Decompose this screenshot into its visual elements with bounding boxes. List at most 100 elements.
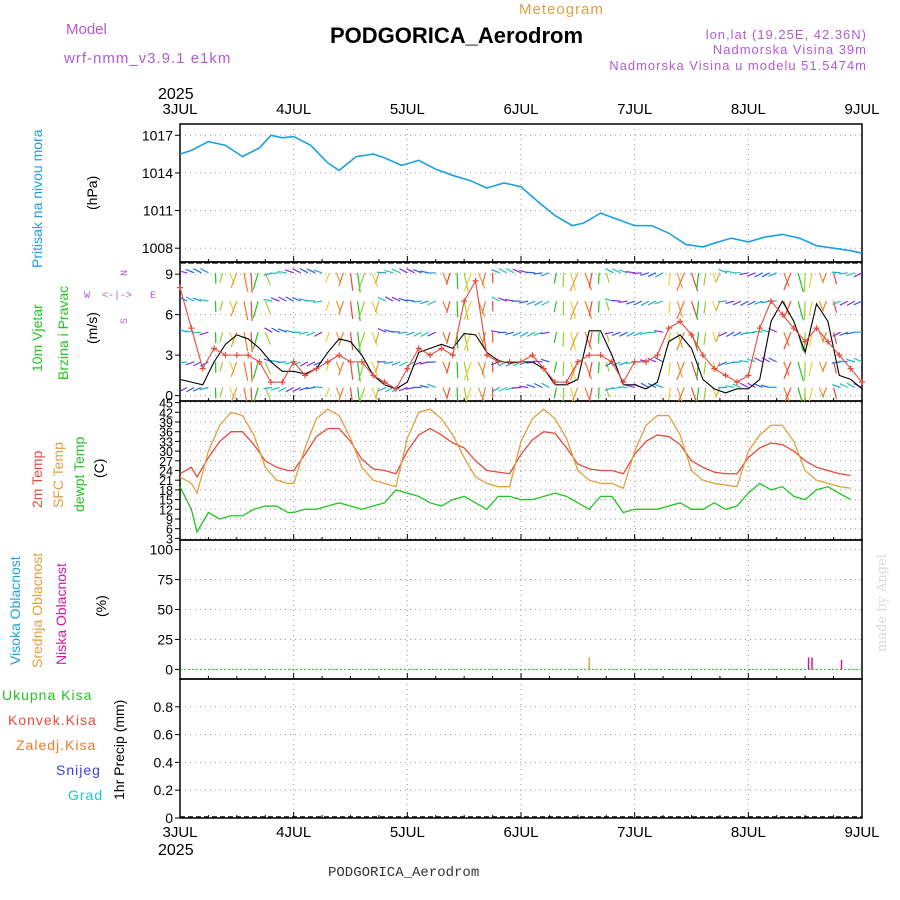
wind-arrow (250, 272, 253, 293)
wind-arrow (399, 361, 408, 367)
wind-arrow (584, 387, 591, 401)
elevation-text: Nadmorska Visina 39m (713, 42, 867, 57)
wind-arrow (306, 331, 316, 337)
wind-arrow (519, 331, 529, 337)
model-name: wrf-nmm_v3.9.1 e1km (63, 50, 231, 67)
wind-arrow (270, 272, 280, 275)
wind-arrow (252, 361, 259, 379)
wind-gust-marker (665, 325, 672, 332)
wind-arrow (696, 272, 700, 290)
compass-w: W (84, 291, 90, 302)
wind-arrow (747, 382, 756, 389)
wind-arrow (446, 361, 451, 374)
wind-arrow (703, 272, 707, 286)
wind-arrow (833, 300, 838, 313)
wind-gust-marker (802, 338, 809, 345)
wind-arrow (185, 296, 195, 302)
wind-arrow (374, 331, 380, 344)
wind-arrow (250, 387, 253, 401)
wind-gust-marker (313, 365, 320, 372)
wind-arrow (839, 300, 849, 306)
wind-arrow (427, 383, 436, 389)
wind-arrow (588, 332, 593, 348)
wind-arrow (505, 331, 515, 336)
wind-arrow (243, 301, 249, 321)
wind-gust-marker (290, 358, 297, 365)
wind-arrow (456, 361, 459, 379)
wind-arrow (839, 331, 849, 337)
wind-arrow (192, 331, 202, 334)
wind-arrow (584, 300, 593, 319)
wind-gust-marker (563, 379, 570, 386)
wind-arrow (391, 330, 401, 333)
wind-arrow (853, 300, 862, 306)
compass-s: S (120, 318, 131, 324)
wind-arrow (754, 357, 763, 363)
wind-arrow (338, 272, 344, 287)
wind-arrow (442, 300, 448, 311)
wind-arrow (384, 361, 394, 365)
wind-arrow (199, 331, 209, 336)
wind-arrow (427, 300, 437, 306)
wind-gust-marker (483, 352, 490, 359)
wind-arrow (442, 272, 448, 283)
wind-arrow (292, 386, 302, 392)
precip-ytick-label: 0.6 (154, 727, 174, 743)
temp-ytick-label: 39 (159, 416, 173, 430)
wind-arrow (185, 361, 195, 366)
wind-arrow (406, 268, 415, 274)
credit-text: made by Angel (875, 554, 890, 652)
wind-arrow (374, 361, 380, 374)
wind-arrow (374, 272, 380, 284)
wind-gust-marker (233, 352, 240, 359)
wind-arrow (199, 386, 209, 391)
time-label-top: 9JUL (844, 101, 879, 118)
wind-arrow (419, 300, 429, 305)
pressure-ytick-label: 1014 (142, 165, 173, 181)
wind-gust-marker (608, 358, 615, 365)
wind-arrow (605, 300, 610, 311)
wind-arrow (838, 360, 848, 363)
wind-arrow (481, 300, 487, 315)
wind-arrow (703, 387, 707, 401)
wind-arrow (384, 269, 394, 274)
wind-arrow (753, 330, 763, 333)
wind-arrow (185, 268, 195, 274)
wind-ytick-label: 9 (165, 266, 173, 282)
wind-arrow (732, 300, 742, 306)
wind-gust-marker (358, 358, 365, 365)
wind-arrow (715, 387, 721, 398)
wind-arrow (715, 331, 721, 343)
wind-arrow (349, 301, 354, 320)
temp-ytick-label: 36 (159, 426, 173, 440)
wind-gust-marker (336, 352, 343, 359)
wind-arrow (654, 357, 664, 363)
time-label-bottom: 9JUL (844, 824, 879, 841)
temp-ytick-label: 45 (159, 397, 173, 411)
wind-arrow (292, 296, 302, 302)
wind-arrow (725, 385, 735, 389)
wind-gust-marker (688, 331, 695, 338)
wind-arrow (833, 387, 838, 400)
wind-arrow (761, 272, 770, 278)
cloud-grid (180, 540, 862, 679)
wind-gust-marker (529, 352, 536, 359)
wind-arrow (822, 331, 828, 342)
wind-arrow (511, 386, 522, 389)
wind-arrow (553, 272, 558, 284)
wind-arrow (442, 331, 448, 342)
wind-arrow (839, 383, 849, 389)
wind-arrow (243, 387, 248, 401)
temp-sfc-line (179, 408, 851, 495)
wind-arrow (783, 331, 792, 350)
wind-arrow (605, 387, 610, 398)
wind-arrow (305, 300, 316, 302)
wind-arrow (838, 272, 848, 275)
wind-arrow (618, 269, 628, 274)
wind-ytick-label: 6 (165, 307, 173, 323)
wind-arrow (833, 332, 838, 344)
wind-arrow (193, 268, 202, 274)
wind-arrow (541, 300, 550, 306)
wind-gust-marker (302, 372, 309, 379)
wind-arrow (570, 300, 577, 319)
